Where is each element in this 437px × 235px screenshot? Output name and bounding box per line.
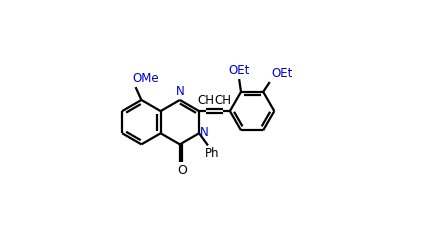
Text: OMe: OMe [132,72,159,85]
Text: OEt: OEt [271,67,293,80]
Text: N: N [176,85,184,98]
Text: N: N [200,125,208,139]
Text: OEt: OEt [229,64,250,77]
Text: Ph: Ph [205,147,219,160]
Text: CH: CH [197,94,214,107]
Text: O: O [178,164,187,177]
Text: CH: CH [215,94,232,107]
